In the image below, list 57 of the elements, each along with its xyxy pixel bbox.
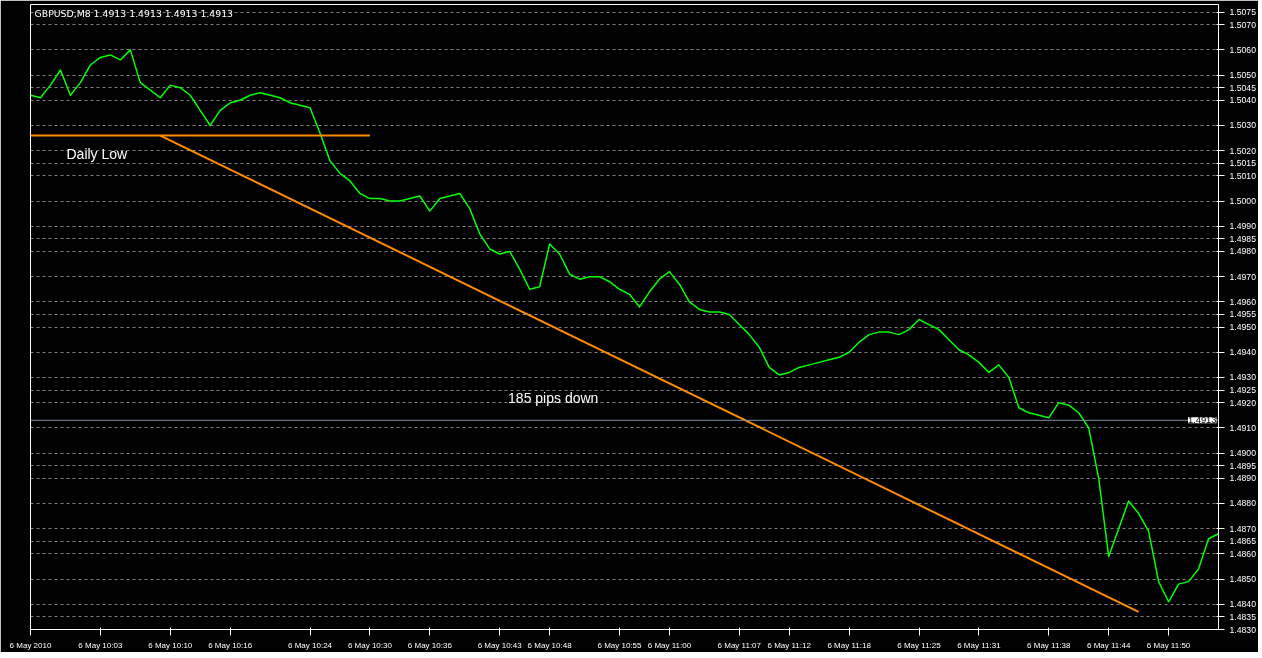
y-tick-label: 1.5040: [1229, 95, 1257, 106]
x-tick-label: 6 May 10:43: [477, 640, 523, 650]
y-tick-label: 1.4890: [1229, 473, 1257, 484]
x-tick-label: 6 May 11:38: [1027, 640, 1072, 650]
y-tick-label: 1.5015: [1229, 158, 1257, 169]
y-tick-label: 1.5060: [1229, 44, 1257, 55]
x-tick-label: 6 May 10:10: [148, 640, 193, 650]
y-tick-label: 1.5000: [1229, 196, 1257, 207]
annotation: 185 pips down: [508, 390, 599, 407]
y-tick-label: 1.5045: [1229, 82, 1257, 93]
y-tick-label: 1.4920: [1229, 397, 1257, 408]
x-tick-label: 6 May 10:03: [78, 640, 123, 650]
x-tick-label: 6 May 11:18: [827, 640, 872, 650]
y-tick-label: 1.4835: [1229, 611, 1257, 622]
x-tick-label: 6 May 11:00: [647, 640, 692, 650]
x-tick-label: 6 May 10:36: [407, 640, 453, 650]
y-tick-label: 1.4850: [1229, 574, 1257, 585]
y-tick-label: 1.4840: [1229, 599, 1257, 610]
y-tick-label: 1.4940: [1229, 347, 1257, 358]
y-tick-label: 1.4925: [1229, 385, 1257, 396]
x-tick-label: 6 May 10:16: [208, 640, 253, 650]
x-tick-label: 6 May 10:30: [347, 640, 393, 650]
y-tick-label: 1.4830: [1229, 624, 1257, 635]
ref-line-label: 1.4913: [1187, 415, 1217, 426]
x-tick-label: 6 May 11:07: [717, 640, 762, 650]
y-tick-label: 1.5050: [1229, 70, 1257, 81]
y-tick-label: 1.5075: [1229, 7, 1257, 18]
x-tick-label: 6 May 10:24: [288, 640, 333, 650]
y-tick-label: 1.4870: [1229, 523, 1257, 534]
x-tick-label: 6 May 10:48: [527, 640, 573, 650]
y-tick-label: 1.5070: [1229, 19, 1257, 30]
y-tick-label: 1.4970: [1229, 271, 1257, 282]
x-tick-label: 6 May 10:55: [597, 640, 643, 650]
y-tick-label: 1.4860: [1229, 548, 1257, 559]
chart-title: GBPUSD,M8 1.4913 1.4913 1.4913 1.4913: [34, 7, 234, 19]
y-tick-label: 1.4910: [1229, 422, 1257, 433]
y-tick-label: 1.4900: [1229, 448, 1257, 459]
y-tick-label: 1.4950: [1229, 322, 1257, 333]
y-tick-label: 1.4960: [1229, 296, 1257, 307]
x-tick-label: 6 May 11:50: [1146, 640, 1191, 650]
y-tick-label: 1.4880: [1229, 498, 1257, 509]
y-tick-label: 1.4990: [1229, 221, 1257, 232]
y-tick-label: 1.5010: [1229, 170, 1257, 181]
y-tick-label: 1.4930: [1229, 372, 1257, 383]
annotation: Daily Low: [66, 145, 129, 162]
y-tick-label: 1.4980: [1229, 246, 1257, 257]
x-tick-label: 6 May 11:44: [1086, 640, 1131, 650]
x-tick-label: 6 May 2010: [9, 640, 52, 650]
y-tick-label: 1.4865: [1229, 536, 1257, 547]
y-tick-label: 1.4985: [1229, 233, 1257, 244]
y-tick-label: 1.5030: [1229, 120, 1257, 131]
y-tick-label: 1.4895: [1229, 460, 1257, 471]
y-tick-label: 1.4955: [1229, 309, 1257, 320]
x-tick-label: 6 May 11:12: [767, 640, 812, 650]
x-tick-label: 6 May 11:31: [957, 640, 1002, 650]
y-tick-label: 1.5020: [1229, 145, 1257, 156]
x-tick-label: 6 May 11:25: [897, 640, 942, 650]
